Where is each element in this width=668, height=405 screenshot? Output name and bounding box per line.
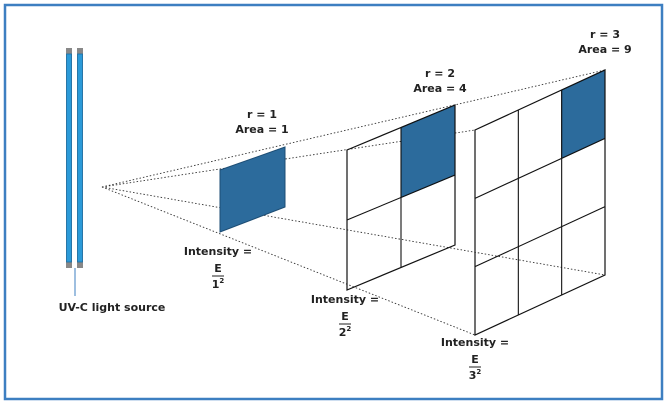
intensity-label: Intensity = <box>184 245 252 258</box>
numerator: E <box>341 310 349 323</box>
denominator: 32 <box>469 368 482 382</box>
highlight-cell <box>219 146 286 233</box>
panels <box>219 69 606 336</box>
intensity-label: Intensity = <box>311 293 379 306</box>
denominator: 12 <box>212 277 225 291</box>
denominator-exponent: 2 <box>219 277 224 285</box>
area-label: Area = 4 <box>413 82 467 95</box>
grid-line <box>346 174 456 221</box>
radius-label: r = 3 <box>590 28 620 41</box>
denominator: 22 <box>339 325 352 339</box>
area-label: Area = 1 <box>235 123 288 136</box>
ray <box>101 186 606 276</box>
intensity-label: Intensity = <box>441 336 509 349</box>
numerator: E <box>214 262 222 275</box>
rays <box>101 69 606 336</box>
panel-frame <box>346 104 456 291</box>
radius-label: r = 1 <box>247 108 277 121</box>
source-label: UV-C light source <box>59 301 166 314</box>
radius-label: r = 2 <box>425 67 455 80</box>
denominator-exponent: 2 <box>476 368 481 376</box>
area-label: Area = 9 <box>578 43 631 56</box>
grid-line <box>474 137 606 199</box>
frame <box>3 3 664 401</box>
light-source <box>66 48 83 296</box>
denominator-exponent: 2 <box>346 325 351 333</box>
grid-line <box>474 206 606 268</box>
numerator: E <box>471 353 479 366</box>
ray <box>101 186 476 336</box>
denominator-base: 3 <box>469 369 477 382</box>
denominator-base: 1 <box>212 278 220 291</box>
denominator-base: 2 <box>339 326 347 339</box>
